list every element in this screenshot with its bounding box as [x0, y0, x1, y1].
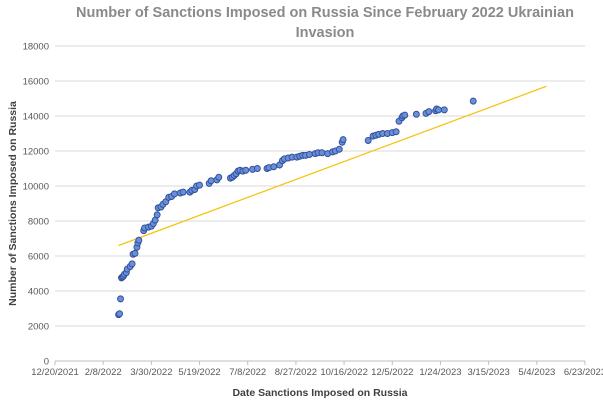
- y-tick-label: 16000: [23, 77, 49, 88]
- data-point: [469, 97, 477, 105]
- y-tick-label: 4000: [28, 287, 49, 298]
- data-point: [440, 106, 448, 114]
- x-tick-label: 12/20/2021: [31, 367, 79, 378]
- data-point: [179, 188, 187, 196]
- gridlines: [55, 45, 585, 327]
- x-tick-label: 5/4/2023: [518, 367, 555, 378]
- y-tick-label: 14000: [23, 112, 49, 123]
- data-point: [392, 128, 400, 136]
- data-point: [215, 173, 223, 181]
- axes: [54, 360, 586, 365]
- chart-title: Number of Sanctions Imposed on Russia Si…: [60, 3, 590, 43]
- chart-title-line1: Number of Sanctions Imposed on Russia Si…: [76, 5, 574, 21]
- data-point: [401, 111, 409, 119]
- chart-title-line2: Invasion: [295, 25, 355, 41]
- x-tick-label: 3/30/2022: [130, 367, 172, 378]
- y-tick-label: 8000: [28, 217, 49, 228]
- y-tick-label: 10000: [23, 182, 49, 193]
- data-point: [117, 295, 124, 303]
- data-point: [335, 145, 343, 153]
- data-point: [116, 310, 124, 318]
- y-tick-labels: 0 2000 4000 6000 8000 10000 12000 14000 16000 180…: [23, 42, 49, 368]
- data-point: [153, 211, 161, 219]
- data-point: [412, 110, 420, 118]
- data-point: [207, 177, 215, 185]
- y-tick-label: 2000: [28, 322, 49, 333]
- data-point: [242, 166, 250, 174]
- data-point: [128, 260, 136, 268]
- y-tick-label: 18000: [23, 42, 49, 53]
- x-tick-label: 12/5/2022: [371, 367, 413, 378]
- data-point: [339, 136, 347, 144]
- y-axis-title: Number of Sanctions Imposed on Russia: [7, 101, 19, 306]
- data-point: [131, 249, 139, 257]
- data-point: [435, 106, 442, 114]
- y-tick-label: 12000: [23, 147, 49, 158]
- x-tick-label: 10/16/2022: [320, 367, 368, 378]
- data-point: [253, 165, 261, 172]
- x-tick-label: 1/24/2023: [419, 367, 461, 378]
- data-point: [305, 151, 313, 158]
- x-tick-labels: 12/20/2021 2/8/2022 3/30/2022 5/19/2022 7/8/…: [31, 367, 603, 378]
- x-tick-label: 8/27/2022: [275, 367, 317, 378]
- x-tick-label: 2/8/2022: [85, 367, 122, 378]
- data-point: [364, 137, 372, 144]
- data-point: [318, 149, 326, 157]
- trendline-group: [118, 85, 547, 247]
- x-tick-label: 7/8/2022: [229, 367, 266, 378]
- x-tick-label: 5/19/2022: [178, 367, 220, 378]
- data-point: [425, 108, 433, 116]
- data-point: [196, 181, 203, 189]
- data-point: [171, 190, 178, 198]
- data-point: [270, 163, 278, 171]
- x-tick-label: 3/15/2023: [468, 367, 510, 378]
- trendline: [118, 85, 547, 247]
- data-point: [135, 236, 143, 244]
- x-axis-title: Date Sanctions Imposed on Russia: [232, 387, 407, 399]
- data-points: [115, 97, 477, 319]
- y-tick-label: 6000: [28, 252, 49, 263]
- y-tick-label: 0: [44, 357, 49, 368]
- x-tick-label: 6/23/2023: [564, 367, 603, 378]
